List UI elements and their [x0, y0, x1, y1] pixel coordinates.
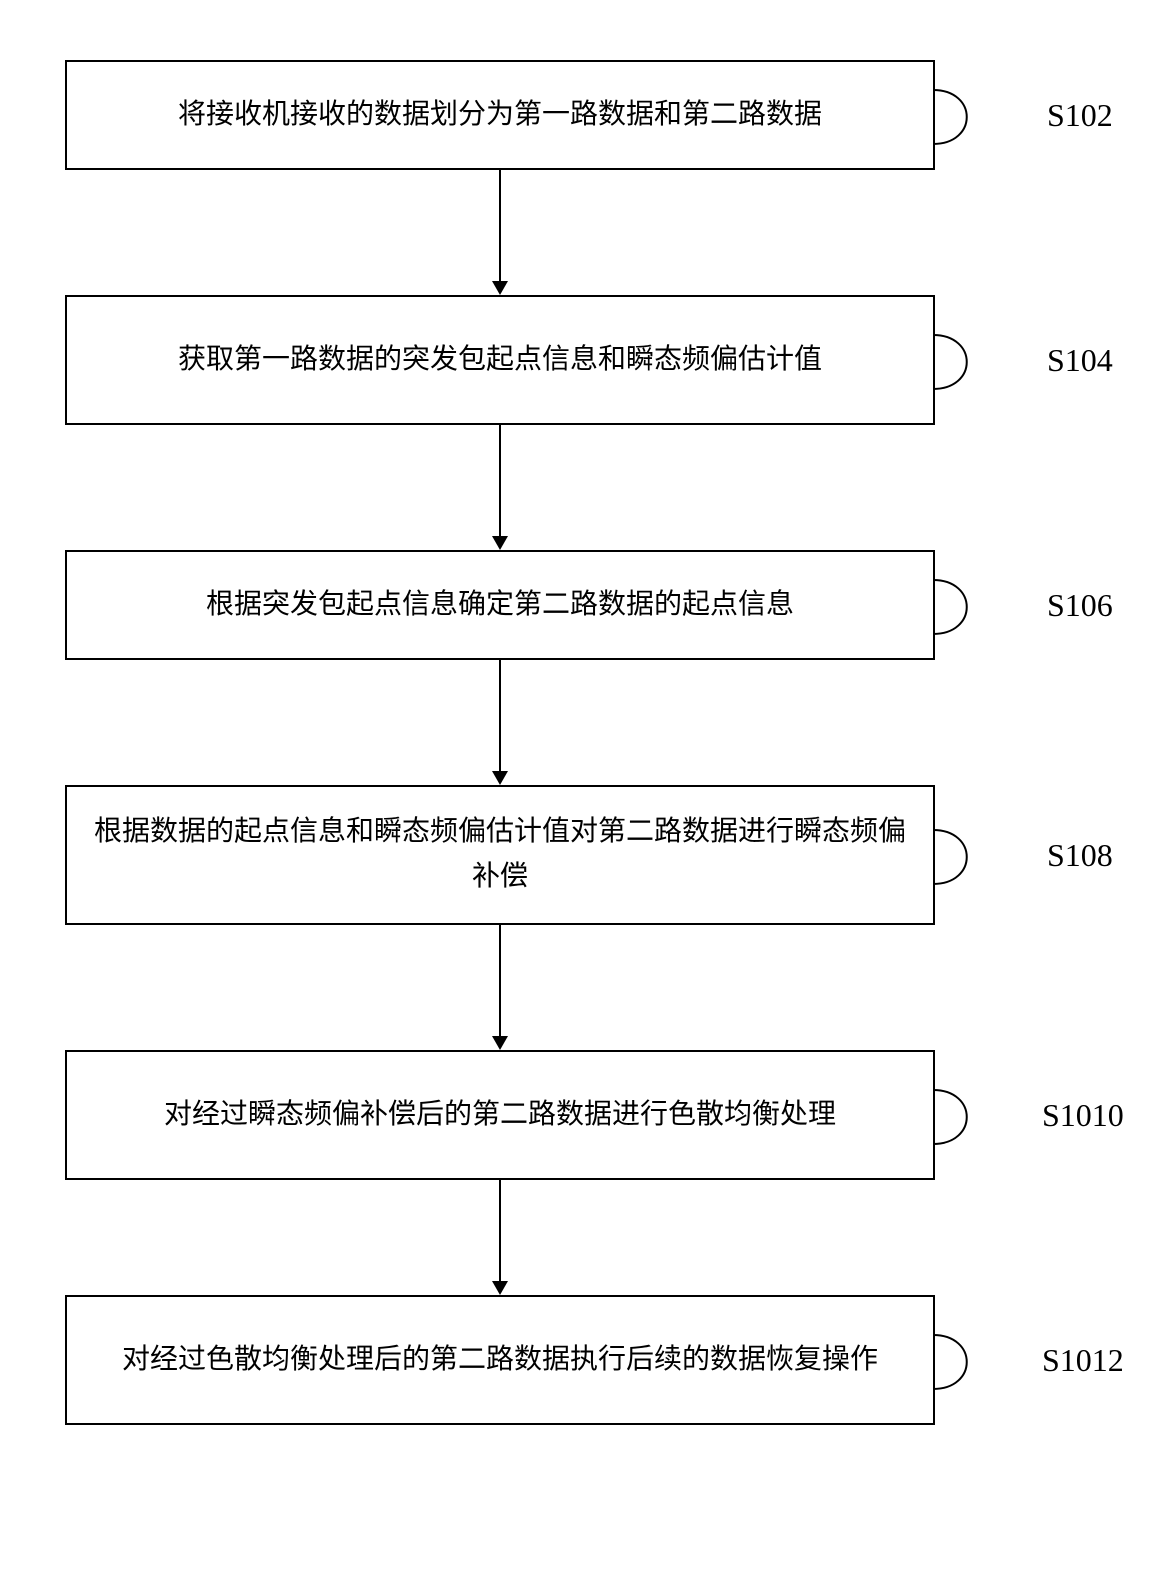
- connector-curve: [933, 87, 983, 147]
- flow-arrow: [65, 425, 935, 550]
- arrow-line: [499, 925, 501, 1048]
- connector-curve: [933, 1087, 983, 1147]
- arrow-head-icon: [492, 1036, 508, 1050]
- step-text: 根据突发包起点信息确定第二路数据的起点信息: [206, 583, 794, 628]
- flow-arrow: [65, 660, 935, 785]
- step-text: 根据数据的起点信息和瞬态频偏估计值对第二路数据进行瞬态频偏补偿: [87, 810, 913, 900]
- flowchart-step-s102: 将接收机接收的数据划分为第一路数据和第二路数据S102: [65, 60, 935, 170]
- step-label: S1012: [1042, 1342, 1124, 1379]
- connector-curve: [933, 827, 983, 887]
- arrow-line: [499, 170, 501, 293]
- step-label: S104: [1047, 342, 1113, 379]
- arrow-head-icon: [492, 536, 508, 550]
- connector-curve: [933, 1332, 983, 1392]
- connector-curve: [933, 332, 983, 392]
- flowchart-step-s1010: 对经过瞬态频偏补偿后的第二路数据进行色散均衡处理S1010: [65, 1050, 935, 1180]
- arrow-head-icon: [492, 1281, 508, 1295]
- arrow-head-icon: [492, 771, 508, 785]
- step-label: S108: [1047, 837, 1113, 874]
- step-text: 对经过瞬态频偏补偿后的第二路数据进行色散均衡处理: [164, 1093, 836, 1138]
- flowchart-step-s104: 获取第一路数据的突发包起点信息和瞬态频偏估计值S104: [65, 295, 935, 425]
- step-text: 对经过色散均衡处理后的第二路数据执行后续的数据恢复操作: [122, 1338, 878, 1383]
- step-label: S106: [1047, 587, 1113, 624]
- arrow-line: [499, 425, 501, 548]
- flowchart-step-s106: 根据突发包起点信息确定第二路数据的起点信息S106: [65, 550, 935, 660]
- step-text: 将接收机接收的数据划分为第一路数据和第二路数据: [178, 93, 822, 138]
- arrow-line: [499, 660, 501, 783]
- arrow-line: [499, 1180, 501, 1293]
- flow-arrow: [65, 925, 935, 1050]
- connector-curve: [933, 577, 983, 637]
- step-text: 获取第一路数据的突发包起点信息和瞬态频偏估计值: [178, 338, 822, 383]
- flowchart-step-s1012: 对经过色散均衡处理后的第二路数据执行后续的数据恢复操作S1012: [65, 1295, 935, 1425]
- flow-arrow: [65, 170, 935, 295]
- arrow-head-icon: [492, 281, 508, 295]
- flowchart-step-s108: 根据数据的起点信息和瞬态频偏估计值对第二路数据进行瞬态频偏补偿S108: [65, 785, 935, 925]
- flowchart-container: 将接收机接收的数据划分为第一路数据和第二路数据S102获取第一路数据的突发包起点…: [65, 60, 1115, 1425]
- flow-arrow: [65, 1180, 935, 1295]
- step-label: S1010: [1042, 1097, 1124, 1134]
- step-label: S102: [1047, 97, 1113, 134]
